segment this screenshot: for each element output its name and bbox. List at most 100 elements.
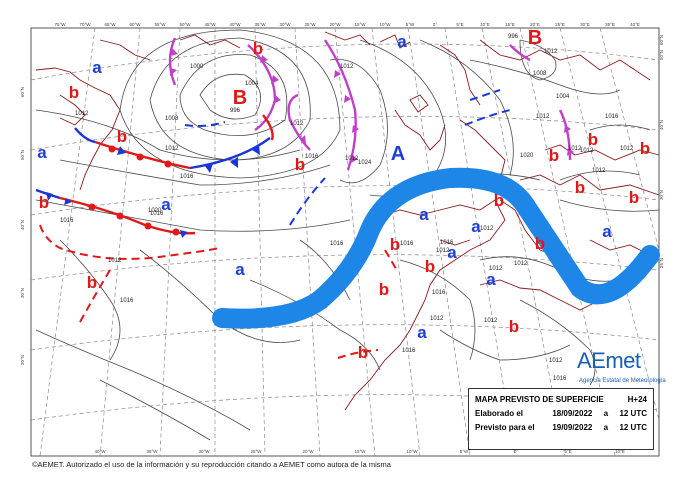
isobar-value-label: 1012 [514, 261, 528, 267]
isobar-value-label: 1016 [330, 241, 344, 247]
longitude-label: 0° [514, 449, 519, 454]
longitude-label: 15°W [354, 22, 366, 27]
latitude-label: 50°N [659, 50, 664, 60]
isobars [35, 29, 660, 441]
longitude-label: 5°E [456, 22, 463, 27]
isobar-value-label: 1016 [120, 298, 134, 304]
low-pressure-label: b [629, 188, 639, 207]
low-pressure-label: b [379, 280, 389, 299]
isobar-value-label: 1016 [60, 218, 74, 224]
isobar-value-label: 1012 [345, 156, 359, 162]
longitude-label: 35°W [254, 22, 266, 27]
warm-front-symbols [88, 145, 180, 236]
low-pressure-label: b [509, 317, 519, 336]
latitude-label: 50°N [20, 150, 25, 160]
aemet-logo: AEmet Agencia Estatal de Meteorología [573, 348, 666, 388]
isobar-value-label: 1012 [489, 266, 503, 272]
longitude-label: 5°E [564, 449, 571, 454]
isobar-value-label: 1012 [165, 146, 179, 152]
isobar-value-label: 1000 [190, 64, 204, 70]
isobar-value-label: 1004 [245, 81, 259, 87]
valid-date: 19/09/2022 [552, 423, 593, 432]
low-pressure-label: b [425, 257, 435, 276]
isobar-value-label: 1016 [180, 174, 194, 180]
longitude-label: 60°W [129, 22, 141, 27]
isobar-value-label: 1012 [75, 111, 89, 117]
isobar-value-label: 1008 [533, 71, 547, 77]
low-pressure-label: B [528, 27, 542, 49]
low-pressure-label: B [233, 87, 247, 109]
high-pressure-label: a [37, 143, 47, 162]
isobar-value-label: 1012 [536, 114, 550, 120]
longitude-label: 30°W [279, 22, 291, 27]
high-pressure-label: a [161, 195, 171, 214]
isobar-value-label: 1020 [148, 208, 162, 214]
valid-label: Previsto para el [475, 423, 535, 432]
isobar-value-label: 1012 [484, 318, 498, 324]
graticule-labels: 60°N 50°N 40°N 30°N 20°N 25°N 30°N 40°N 50°N 60°N… [20, 22, 664, 454]
forecast-lead: H+24 [627, 395, 647, 404]
longitude-label: 20°W [302, 449, 314, 454]
longitude-label: 55°W [154, 22, 166, 27]
isobar-value-label: 1012 [544, 49, 558, 55]
issued-time: 12 UTC [619, 409, 647, 418]
high-pressure-label: a [447, 243, 457, 262]
high-pressure-label: a [417, 323, 427, 342]
latitude-label: 25°N [659, 258, 664, 268]
high-pressure-label: a [471, 217, 481, 236]
low-pressure-label: b [69, 83, 79, 102]
isobar-value-label: 1004 [556, 94, 570, 100]
longitude-label: 30°E [580, 22, 590, 27]
troughs-blue [184, 89, 511, 226]
longitude-label: 5°W [460, 449, 469, 454]
isobar-value-label: 996 [230, 108, 241, 114]
longitude-label: 40°W [94, 449, 106, 454]
occluded-front-symbols [170, 48, 574, 163]
isobar-value-label: 1024 [358, 160, 372, 166]
latitude-label: 60°N [659, 35, 664, 45]
longitude-label: 40°W [229, 22, 241, 27]
longitude-label: 5°W [406, 22, 415, 27]
low-pressure-label: b [87, 273, 97, 292]
isobar-value-label: 1016 [432, 290, 446, 296]
longitude-label: 70°W [79, 22, 91, 27]
low-pressure-label: b [117, 127, 127, 146]
graticule [30, 27, 660, 457]
isobar-value-label: 1016 [440, 240, 454, 246]
isobar-value-label: 1012 [592, 168, 606, 174]
latitude-label: 40°N [20, 220, 25, 230]
longitude-label: 35°E [605, 22, 615, 27]
issued-date: 18/09/2022 [552, 409, 593, 418]
latitude-label: 20°N [20, 355, 25, 365]
longitude-label: 65°W [104, 22, 116, 27]
isobar-value-label: 1012 [108, 258, 122, 264]
isobar-value-label: 1012 [549, 358, 563, 364]
high-pressure-label: a [235, 260, 245, 279]
longitude-label: 45°W [204, 22, 216, 27]
isobar-value-label: 1016 [305, 154, 319, 160]
low-pressure-label: b [358, 343, 368, 362]
isobar-value-label: 1016 [553, 376, 567, 382]
isobar-labels: 1012101210161016101210081000996100410121… [60, 34, 634, 382]
isobar-value-label: 1012 [430, 316, 444, 322]
high-pressure-label: a [419, 205, 429, 224]
longitude-label: 0° [433, 22, 438, 27]
isobar-value-label: 1012 [340, 64, 354, 70]
isobar-value-label: 1012 [568, 146, 582, 152]
cold-front-symbols [46, 144, 260, 238]
longitude-label: 20°E [530, 22, 540, 27]
isobar-value-label: 1020 [520, 153, 534, 159]
low-pressure-label: b [549, 146, 559, 165]
longitude-label: 15°W [354, 449, 366, 454]
latitude-label: 30°N [20, 288, 25, 298]
isobar-value-label: 1016 [605, 114, 619, 120]
latitude-label: 40°N [659, 120, 664, 130]
longitude-label: 10°W [406, 449, 418, 454]
longitude-label: 50°W [179, 22, 191, 27]
aemet-logo-subtitle: Agencia Estatal de Meteorología [579, 378, 666, 384]
isobar-value-label: 1016 [400, 241, 414, 247]
issued-label: Elaborado el [475, 409, 524, 418]
low-pressure-label: b [640, 139, 650, 158]
